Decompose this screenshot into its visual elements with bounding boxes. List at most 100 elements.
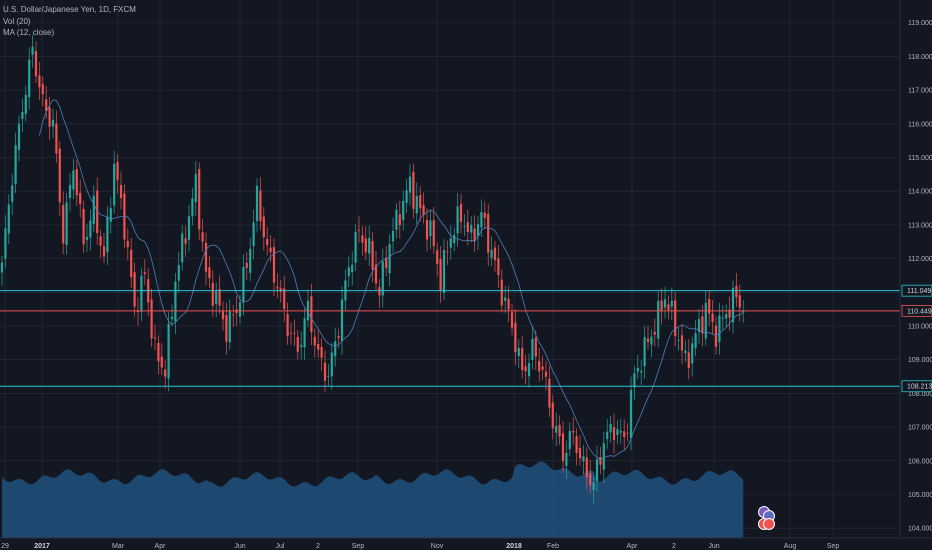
candle-body [473, 228, 476, 242]
candle-body [728, 309, 731, 318]
price-tag-label: 108.213 [907, 384, 932, 391]
candle-body [201, 232, 204, 242]
candle-body [395, 209, 398, 230]
candle-body [160, 356, 163, 368]
candle-body [296, 336, 299, 352]
candle-body [96, 190, 99, 233]
candle-body [218, 289, 221, 306]
horizontal-lines[interactable] [0, 290, 900, 387]
candle-body [21, 112, 24, 119]
price-axis-panel[interactable] [900, 0, 932, 538]
y-tick-label: 117.000 [908, 88, 932, 95]
candle-body [674, 300, 677, 337]
candle-body [521, 347, 524, 370]
candle-body [269, 247, 272, 253]
candle-body [701, 316, 704, 334]
candle-body [320, 346, 323, 358]
candle-body [507, 298, 510, 310]
candle-body [191, 198, 194, 217]
candle-body [116, 162, 119, 181]
candle-body [680, 335, 684, 351]
candle-body [157, 342, 160, 362]
y-tick-label: 106.000 [908, 458, 932, 465]
y-tick-label: 108.000 [908, 391, 932, 398]
candle-body [7, 204, 10, 234]
y-tick-label: 118.000 [908, 54, 932, 61]
candle-body [374, 264, 378, 284]
candle-body [130, 249, 133, 278]
candle-body [476, 224, 480, 237]
candle-body [330, 352, 333, 377]
candle-body [398, 214, 401, 225]
x-tick-label: Jun [234, 543, 245, 550]
x-tick-label: 29 [1, 543, 9, 550]
candle-body [198, 169, 201, 230]
candle-body [38, 75, 41, 88]
x-tick-label: 2017 [34, 543, 50, 550]
candle-body [711, 313, 714, 322]
y-tick-label: 104.000 [908, 526, 932, 533]
candle-body [310, 296, 313, 333]
candle-body [616, 429, 619, 435]
candle-body [313, 336, 316, 346]
candle-body [14, 145, 17, 185]
candle-body [653, 331, 656, 335]
candle-body [731, 287, 735, 323]
candle-body [143, 272, 146, 275]
candle-body [170, 316, 174, 320]
candle-body [211, 282, 214, 306]
candle-body [187, 216, 191, 240]
symbol-title[interactable]: U.S. Dollar/Japanese Yen, 1D, FXCM [3, 5, 136, 14]
candle-body [738, 295, 741, 308]
candle-body [279, 288, 282, 292]
candle-body [609, 423, 612, 433]
candle-body [133, 272, 136, 307]
candle-body [286, 313, 289, 337]
candle-body [558, 424, 561, 437]
candle-body [34, 50, 38, 77]
candle-body [249, 248, 252, 273]
x-tick-label: Apr [155, 543, 167, 550]
candle-body [684, 350, 687, 354]
ma-indicator-label[interactable]: MA (12, close) [3, 28, 55, 37]
event-markers[interactable] [758, 506, 775, 530]
candle-body [575, 436, 578, 453]
candle-body [334, 341, 337, 357]
candle-body [592, 482, 595, 490]
candle-body [446, 251, 449, 253]
x-tick-label: Nov [431, 543, 444, 550]
y-tick-label: 114.000 [908, 189, 932, 196]
candle-body [140, 275, 143, 312]
price-tag-box [901, 380, 932, 393]
candle-body [721, 317, 724, 319]
candle-body [612, 427, 616, 441]
candle-body [351, 264, 354, 273]
candle-body [436, 250, 439, 265]
candle-body [599, 456, 602, 465]
candle-body [381, 261, 384, 296]
candle-body [524, 366, 527, 372]
candle-body [371, 241, 374, 270]
price-tag-box [901, 304, 932, 317]
candle-body [725, 314, 728, 319]
volume-indicator-label[interactable]: Vol (20) [3, 16, 31, 26]
candle-body [456, 206, 459, 234]
candle-body [595, 459, 599, 481]
candle-body [487, 213, 490, 253]
candle-body [572, 430, 575, 433]
candle-body [276, 286, 279, 289]
candle-body [517, 348, 520, 357]
candle-body [650, 336, 653, 345]
candle-body [58, 148, 61, 203]
candle-body [255, 185, 259, 221]
candle-body [419, 195, 422, 209]
x-tick-label: 2 [316, 543, 320, 550]
candle-body [293, 332, 296, 334]
candle-body [606, 431, 609, 440]
x-tick-label: Apr [627, 543, 639, 550]
y-tick-label: 105.000 [908, 492, 932, 499]
candle-body [640, 370, 643, 373]
candle-body [657, 300, 660, 339]
candle-body [99, 236, 102, 246]
